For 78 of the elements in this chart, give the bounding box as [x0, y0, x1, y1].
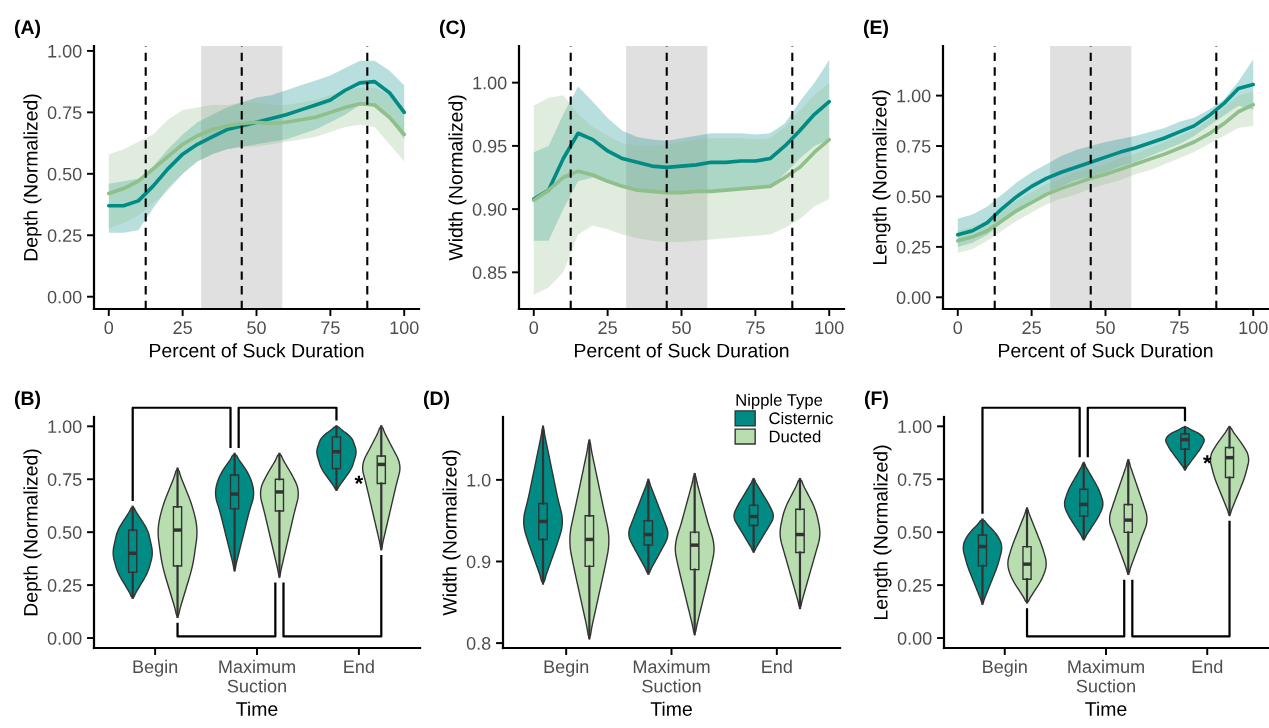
x-tick-label: 75	[1170, 321, 1189, 335]
x-tick-label: 50	[672, 321, 691, 335]
chart-title: (D)	[423, 390, 450, 409]
x-tick-label: 0	[104, 321, 114, 335]
y-tick-label: 0.25	[896, 240, 931, 254]
y-tick-label: 0.75	[897, 473, 932, 486]
y-tick-label: 0.50	[896, 190, 931, 204]
y-tick-label: 1.0	[467, 473, 491, 487]
y-axis-title: Length (Normalized)	[873, 445, 892, 619]
x-tick-label: Maximum Suction	[219, 659, 295, 693]
y-tick-label: 0.50	[47, 526, 82, 539]
chart-title: (C)	[439, 19, 466, 38]
x-tick-label: 50	[1096, 321, 1115, 335]
y-tick-label: 1.00	[48, 420, 82, 434]
y-tick-label: 0.50	[897, 526, 932, 539]
x-tick-label: 100	[390, 321, 419, 335]
x-tick-label: Maximum Suction	[1068, 659, 1144, 693]
chart-title: (E)	[863, 19, 888, 38]
x-axis-title: Time	[236, 701, 278, 716]
legend-label: Ducted	[769, 430, 821, 443]
y-tick-label: 1.00	[473, 76, 507, 90]
x-axis-title: Time	[650, 701, 692, 716]
y-tick-label: 0.50	[47, 167, 82, 181]
y-tick-label: 1.00	[898, 420, 932, 434]
x-tick-label: 25	[1022, 321, 1041, 335]
x-tick-label: 75	[321, 321, 340, 335]
y-tick-label: 0.00	[47, 631, 82, 645]
y-tick-label: 0.00	[897, 631, 932, 645]
y-tick-label: 0.25	[47, 579, 82, 592]
y-axis-title: Width (Normalized)	[448, 95, 467, 261]
line-series	[531, 99, 832, 201]
x-axis-title: Percent of Suck Duration	[999, 343, 1213, 358]
y-tick-label: 0.25	[47, 229, 82, 242]
x-tick-label: Begin	[133, 659, 178, 677]
annotation: *	[354, 475, 364, 484]
legend-label: Cisternic	[769, 411, 833, 425]
line-series	[106, 101, 407, 196]
y-axis-title: Depth (Normalized)	[23, 449, 42, 616]
legend-title: Nipple Type	[736, 393, 823, 410]
x-tick-label: End	[344, 659, 374, 674]
y-tick-label: 0.9	[466, 555, 491, 569]
x-tick-label: 50	[247, 321, 266, 335]
x-tick-label: 100	[1239, 321, 1268, 335]
chart-title: (F)	[864, 390, 888, 409]
y-tick-label: 0.8	[466, 637, 491, 650]
y-tick-label: 0.75	[47, 106, 82, 120]
line-series	[955, 82, 1256, 237]
y-tick-label: 1.00	[48, 44, 82, 58]
y-tick-label: 0.90	[472, 203, 507, 216]
x-axis-title: Time	[1085, 701, 1127, 716]
y-axis-title: Depth (Normalized)	[23, 94, 42, 261]
y-tick-label: 0.75	[47, 473, 82, 486]
x-tick-label: 25	[598, 321, 617, 335]
x-tick-label: Begin	[544, 659, 589, 677]
y-tick-label: 0.85	[472, 266, 507, 280]
x-tick-label: End	[1192, 659, 1223, 674]
x-tick-label: 0	[529, 321, 539, 335]
chart-title: (B)	[14, 390, 41, 409]
y-axis-title: Width (Normalized)	[442, 450, 461, 616]
x-tick-label: End	[762, 659, 792, 674]
y-tick-label: 0.00	[896, 291, 931, 305]
y-tick-label: 0.00	[47, 290, 82, 304]
line-series	[106, 79, 407, 208]
y-tick-label: 0.25	[897, 579, 932, 592]
x-axis-title: Percent of Suck Duration	[150, 343, 364, 358]
x-tick-label: 75	[746, 321, 765, 335]
chart-title: (A)	[14, 19, 41, 38]
y-tick-label: 0.95	[472, 139, 507, 153]
line-series	[531, 137, 832, 203]
x-tick-label: 25	[173, 321, 192, 335]
x-tick-label: 100	[815, 321, 844, 335]
x-tick-label: Maximum Suction	[633, 659, 710, 693]
y-tick-label: 0.75	[896, 139, 931, 153]
x-tick-label: 0	[953, 321, 963, 335]
y-axis-title: Length (Normalized)	[872, 90, 891, 264]
x-tick-label: Begin	[983, 659, 1027, 677]
y-tick-label: 1.00	[897, 89, 931, 103]
x-axis-title: Percent of Suck Duration	[575, 343, 789, 358]
